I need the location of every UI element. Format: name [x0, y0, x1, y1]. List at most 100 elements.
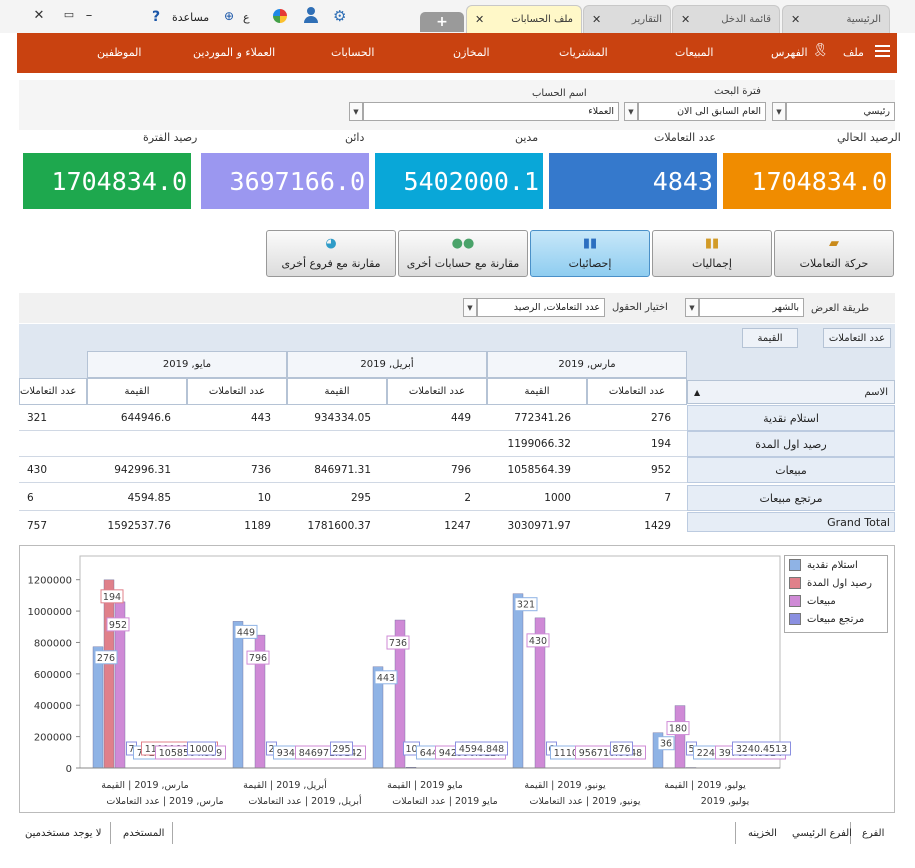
- legend-label: استلام نقدية: [807, 559, 858, 571]
- minimize-icon[interactable]: –: [85, 8, 93, 23]
- folder-icon: ▰: [829, 236, 839, 251]
- menu-item-accounts[interactable]: الحسابات: [331, 46, 375, 59]
- period-select[interactable]: العام السابق الى الان: [638, 102, 766, 121]
- filter-panel: فترة البحث اسم الحساب ▼ رئيسي ▼ العام ال…: [19, 80, 895, 130]
- tab-income-statement[interactable]: ✕ قائمة الدخل: [672, 5, 780, 33]
- data-label-box: [657, 736, 675, 751]
- kpi-debit-label: مدين: [515, 131, 539, 144]
- table-cell: 952: [650, 464, 671, 476]
- users-label: لا يوجد مستخدمين: [25, 828, 102, 839]
- view-mode-select[interactable]: بالشهر: [699, 298, 804, 317]
- field-chip-value[interactable]: القيمة: [742, 328, 798, 348]
- table-cell: 1058564.39: [507, 464, 571, 476]
- close-tab-icon[interactable]: ✕: [681, 13, 691, 26]
- table-cell: 1247: [444, 520, 471, 532]
- help-icon[interactable]: ?: [152, 9, 161, 25]
- globe-icon[interactable]: ⊕: [224, 9, 235, 23]
- row-label[interactable]: Grand Total: [687, 512, 895, 532]
- y-tick-label: 1000000: [27, 607, 72, 618]
- data-label-box: [610, 741, 633, 756]
- menu-item-customers-suppliers[interactable]: العملاء و الموردين: [193, 46, 276, 59]
- transactions-movement-button[interactable]: ▰ حركة التعاملات: [774, 230, 894, 277]
- fields-dropdown-arrow[interactable]: ▼: [463, 298, 477, 317]
- theme-icon[interactable]: [273, 9, 287, 23]
- field-chip-count[interactable]: عدد التعاملات: [823, 328, 891, 348]
- kpi-transactions: 4843: [549, 153, 717, 209]
- data-label-box: [234, 624, 258, 639]
- main-menu-bar: ملف 🎗 الفهرس المبيعات المشتريات المخازن …: [17, 33, 897, 73]
- table-cell: 4594.85: [127, 492, 171, 504]
- menu-item-purchases[interactable]: المشتريات: [559, 46, 608, 59]
- period-dropdown-arrow[interactable]: ▼: [624, 102, 638, 121]
- account-label: اسم الحساب: [532, 88, 587, 99]
- data-label: 194: [103, 592, 121, 603]
- legend-swatch: [789, 595, 801, 607]
- view-mode-label: طريقة العرض: [811, 303, 870, 314]
- maximize-icon[interactable]: ▭: [63, 8, 75, 21]
- data-label: 2: [268, 744, 274, 755]
- pie-chart-icon: ◕: [325, 236, 337, 251]
- data-label: 321: [517, 600, 535, 611]
- menu-item-sales[interactable]: المبيعات: [675, 46, 714, 59]
- row-label[interactable]: مبيعات: [687, 457, 895, 483]
- data-label: 10: [405, 744, 417, 755]
- compare-branches-button[interactable]: ◕ مقارنة مع فروع أخرى: [266, 230, 396, 277]
- close-tab-icon[interactable]: ✕: [592, 13, 602, 26]
- tab-accounts-file[interactable]: ✕ ملف الحسابات: [466, 5, 582, 33]
- y-tick-label: 200000: [34, 733, 72, 744]
- menu-item-employees[interactable]: الموظفين: [97, 46, 142, 59]
- row-divider: [19, 456, 687, 457]
- menu-item-stores[interactable]: المخازن: [453, 46, 490, 59]
- data-label-box: [100, 589, 124, 604]
- row-divider: [19, 430, 687, 431]
- data-label-box: [514, 597, 538, 612]
- menu-item-file[interactable]: ملف: [843, 46, 864, 59]
- branch-select[interactable]: رئيسي: [786, 102, 895, 121]
- compare-accounts-button[interactable]: ●● مقارنة مع حسابات أخرى: [398, 230, 528, 277]
- close-tab-icon[interactable]: ✕: [791, 13, 801, 26]
- row-label[interactable]: رصيد اول المدة: [687, 431, 895, 457]
- kpi-credit-label: دائن: [345, 131, 365, 144]
- menu-item-index[interactable]: الفهرس: [771, 46, 808, 59]
- x-axis-label: أبريل, 2019 | عدد التعاملات: [248, 794, 362, 807]
- data-label-box: [666, 721, 690, 736]
- branch-dropdown-arrow[interactable]: ▼: [772, 102, 786, 121]
- statistics-button[interactable]: ▮▮ إحصائيات: [530, 230, 650, 277]
- x-axis-label: يونيو, 2019 | القيمة: [524, 780, 606, 791]
- col-header-count: عدد التعاملات: [387, 378, 487, 405]
- hamburger-icon[interactable]: [875, 45, 890, 57]
- row-label[interactable]: استلام نقدية: [687, 405, 895, 431]
- user-icon[interactable]: [303, 7, 319, 25]
- tab-reports[interactable]: ✕ التقارير: [583, 5, 671, 33]
- help-label[interactable]: مساعدة: [172, 11, 210, 24]
- table-cell: 934334.05: [314, 412, 371, 424]
- name-column-header[interactable]: ▲ الاسم: [687, 380, 895, 404]
- row-label[interactable]: مرتجع مبيعات: [687, 485, 895, 511]
- account-dropdown-arrow[interactable]: ▼: [349, 102, 363, 121]
- legend-swatch: [789, 559, 801, 571]
- totals-button[interactable]: ▮▮ إجماليات: [652, 230, 772, 277]
- close-tab-icon[interactable]: ✕: [475, 13, 485, 26]
- fields-select[interactable]: عدد التعاملات, الرصيد: [477, 298, 605, 317]
- month-header-march: مارس, 2019: [487, 351, 687, 378]
- data-label-box: [246, 650, 270, 665]
- table-cell: 796: [450, 464, 471, 476]
- data-label: 796: [249, 653, 267, 664]
- close-icon[interactable]: ✕: [33, 8, 45, 23]
- tab-home[interactable]: ✕ الرئيسية: [782, 5, 890, 33]
- y-tick-label: 800000: [34, 638, 72, 649]
- col-header-value: القيمة: [87, 378, 187, 405]
- data-label: 430: [529, 636, 547, 647]
- settings-gear-icon[interactable]: ⚙: [333, 7, 347, 25]
- x-axis-label: مارس, 2019 | عدد التعاملات: [106, 796, 223, 807]
- table-cell: 3030971.97: [507, 520, 571, 532]
- sort-arrow-icon[interactable]: ▲: [694, 387, 701, 397]
- kpi-period-balance: 1704834.0: [23, 153, 191, 209]
- data-label: 736: [389, 638, 407, 649]
- add-tab-button[interactable]: +: [420, 12, 464, 32]
- chart-legend: استلام نقدية رصيد اول المدة مبيعات مرتجع مب…: [784, 555, 888, 633]
- language-label[interactable]: ع: [243, 11, 250, 24]
- view-mode-dropdown-arrow[interactable]: ▼: [685, 298, 699, 317]
- data-label: 36: [660, 739, 672, 750]
- account-select[interactable]: العملاء: [363, 102, 619, 121]
